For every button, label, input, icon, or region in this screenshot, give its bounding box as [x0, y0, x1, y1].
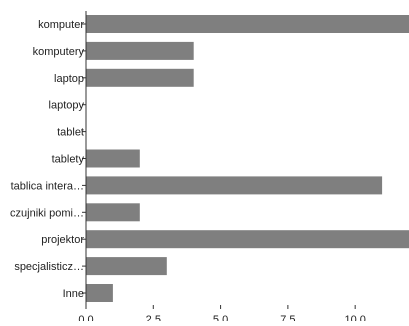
bar — [86, 149, 140, 168]
bar — [86, 257, 167, 276]
bar — [86, 203, 140, 222]
bar — [86, 68, 194, 87]
y-tick-label: czujniki pomi… — [10, 207, 84, 219]
y-tick-label: komputery — [33, 46, 85, 58]
x-tick-label: 10.0 — [344, 314, 365, 321]
x-tick-label: 7.5 — [280, 314, 295, 321]
y-tick-label: laptopy — [49, 100, 85, 112]
y-tick-label: tablety — [52, 154, 85, 166]
bar — [86, 284, 113, 302]
bar — [86, 230, 409, 249]
x-tick-label: 5.0 — [213, 314, 228, 321]
y-tick-label: projektor — [41, 234, 84, 246]
y-tick-label: komputer — [38, 19, 84, 31]
y-tick-label: laptop — [54, 73, 84, 85]
y-tick-label: tablet — [57, 127, 84, 139]
bar — [86, 15, 409, 33]
y-tick-label: Inne — [63, 288, 84, 300]
bar — [86, 41, 194, 60]
x-tick-label: 2.5 — [146, 314, 161, 321]
y-tick-label: specjalisticz… — [14, 261, 84, 273]
y-tick-label: tablica intera… — [11, 180, 84, 192]
bar — [86, 176, 383, 195]
x-tick-label: 0.0 — [78, 314, 93, 321]
